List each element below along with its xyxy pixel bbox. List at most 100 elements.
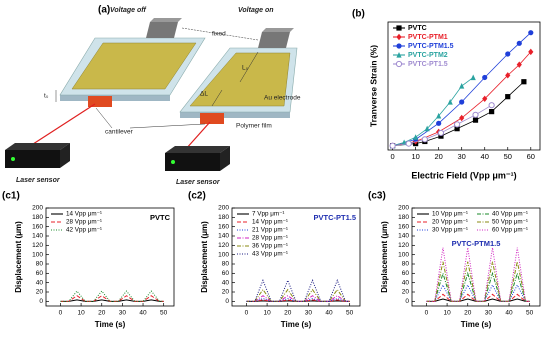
x-tick-label: 20 [434,152,442,161]
cantilever [88,96,112,107]
sensor-led [11,157,15,161]
y-tick-label: 20 [222,289,230,296]
legend-label: 10 Vpp μm⁻¹ [432,211,468,218]
x-tick-label: 0 [391,152,395,161]
fixed-block [146,22,178,38]
marker [438,130,443,135]
y-tick-label: 0 [39,298,43,305]
x-tick-label: 30 [119,310,127,317]
plot-frame [388,22,540,150]
series-line [426,248,529,302]
marker [396,61,401,66]
y-tick-label: 80 [36,261,44,268]
y-tick-label: 140 [218,233,229,240]
marker [436,121,441,126]
legend-label: 7 Vpp μm⁻¹ [252,211,285,218]
y-tick-label: 40 [36,279,44,286]
y-tick-label: 100 [398,251,409,258]
y-tick-label: 200 [32,205,43,212]
marker [413,134,418,140]
legend-label: 36 Vpp μm⁻¹ [252,243,288,250]
y-tick-label: 100 [32,251,43,258]
label: Laser sensor [16,177,61,184]
sensor-top [5,143,70,150]
panel-label: (c2) [188,191,206,202]
laser-beam [185,122,210,150]
legend-label: 21 Vpp μm⁻¹ [252,227,288,234]
legend-label: 28 Vpp μm⁻¹ [252,235,288,242]
x-tick-label: 10 [263,310,271,317]
y-tick-label: 120 [398,242,409,249]
legend-label: 43 Vpp μm⁻¹ [252,251,288,258]
x-tick-label: 40 [505,310,513,317]
series-line [60,300,163,301]
label: ΔL [200,91,208,98]
y-tick-label: 80 [222,261,230,268]
annotation: PVTC-PT1.5 [313,213,356,222]
marker [454,122,459,127]
x-tick-label: 0 [59,310,63,317]
label: Polymer film [236,123,272,130]
panel-label: (c1) [2,191,20,202]
x-tick-label: 50 [346,310,354,317]
sensor-led [171,160,175,164]
y-tick-label: 200 [398,205,409,212]
x-tick-label: 60 [527,152,535,161]
legend-label: PVTC-PTM2 [408,52,448,59]
marker [396,34,401,40]
x-tick-label: 40 [325,310,333,317]
legend-label: 42 Vpp μm⁻¹ [66,227,102,234]
x-tick-label: 10 [77,310,85,317]
marker [489,109,494,114]
y-tick-label: 80 [402,261,410,268]
pointer [96,108,112,128]
marker [422,137,427,142]
x-tick-label: 40 [481,152,489,161]
label: t₀ [44,93,49,100]
x-tick-label: 20 [284,310,292,317]
y-tick-label: 60 [36,270,44,277]
legend-label: 30 Vpp μm⁻¹ [432,227,468,234]
label: Voltage off [110,7,146,14]
marker [473,118,478,123]
x-axis-label: Time (s) [95,320,126,329]
marker [396,25,401,30]
legend-label: PVTC-PTM1 [408,34,448,41]
fixed-block-top [150,18,182,22]
y-axis-label: Displacement (μm) [200,221,209,293]
annotation: PVTC-PTM1.5 [452,239,501,248]
panel-label: (c3) [368,191,386,202]
y-axis-label: Tranverse Strain (%) [368,45,378,127]
plate-side [180,112,290,118]
marker [390,143,395,148]
panel-label: (a) [98,5,110,16]
y-tick-label: 200 [218,205,229,212]
marker [471,74,476,80]
y-axis-label: Displacement (μm) [380,221,389,293]
y-tick-label: 60 [222,270,230,277]
label: L₀ [242,65,249,72]
x-tick-label: 0 [245,310,249,317]
marker [473,112,478,117]
y-axis-label: Displacement (μm) [14,221,23,293]
marker [528,30,533,35]
x-axis-label: Time (s) [461,320,492,329]
x-tick-label: 50 [526,310,534,317]
legend-label: 14 Vpp μm⁻¹ [252,219,288,226]
y-tick-label: 160 [218,223,229,230]
sensor-top [165,146,230,153]
marker [459,99,464,104]
legend-label: PVTC [408,25,427,32]
legend-label: PVTC-PT1.5 [408,61,448,68]
diagram: (a) Voltage off Voltage on fixed L₀ ΔL [5,5,301,186]
y-tick-label: 160 [32,223,43,230]
legend-label: 14 Vpp μm⁻¹ [66,211,102,218]
legend-label: 20 Vpp μm⁻¹ [432,219,468,226]
y-tick-label: 0 [225,298,229,305]
label: Laser sensor [176,179,221,186]
